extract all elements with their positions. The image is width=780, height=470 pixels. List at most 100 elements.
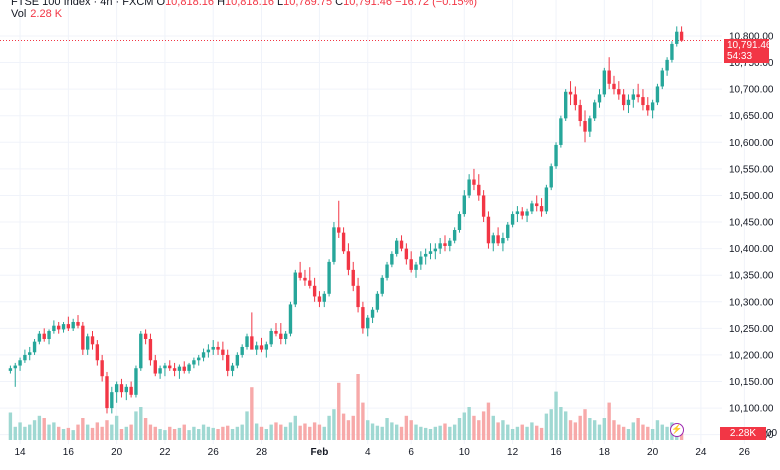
volume-bar (404, 415, 409, 440)
volume-bar (655, 420, 660, 440)
candle-body (525, 211, 529, 216)
volume-bar (409, 420, 413, 440)
volume-bar (583, 409, 587, 440)
volume-bar (47, 424, 51, 440)
candle-body (356, 285, 360, 308)
candle-body (240, 346, 244, 355)
candle-body (631, 94, 635, 100)
volume-bar (211, 427, 215, 440)
lightning-icon[interactable]: ⚡ (670, 423, 684, 437)
current-price-tag: 10,791.46 54:33 (724, 39, 772, 63)
volume-bar (626, 429, 631, 440)
price-tick-label: 10,150.00 (729, 377, 774, 388)
volume-bar (148, 424, 153, 440)
volume-bar (486, 402, 491, 440)
volume-bar (52, 422, 56, 440)
candle-body (28, 352, 32, 355)
candle-body (409, 259, 413, 270)
candle-body (182, 366, 186, 371)
candle-body (37, 333, 42, 342)
time-axis[interactable]: 14 16 20 22 26 28 Feb 4 6 10 12 16 18 20 24 26 (15, 447, 751, 458)
volume-bar (288, 422, 293, 440)
volume-tag-tail: 00 (766, 428, 778, 439)
volume-bar (361, 402, 365, 440)
volume-bar (375, 425, 380, 440)
volume-bar (177, 427, 182, 440)
candle-body (549, 166, 553, 188)
volume-bar (607, 402, 611, 440)
candle-body (452, 230, 457, 241)
candle-body (76, 321, 80, 326)
volume-bar (182, 424, 186, 440)
volume-bar (641, 424, 645, 440)
volume-bar (187, 430, 191, 440)
price-tick-label: 10,200.00 (729, 350, 774, 361)
chart-legend: FTSE 100 Index · 4h · FXCM O10,818.16 H1… (11, 0, 477, 8)
volume-bar (259, 426, 264, 440)
volume-bar (597, 424, 602, 440)
volume-bar (332, 409, 336, 440)
current-price-value: 10,791.46 (727, 40, 772, 51)
candle-body (506, 224, 510, 238)
candle-body (597, 94, 602, 103)
candle-body (47, 331, 51, 339)
volume-bar (298, 425, 302, 440)
volume-legend[interactable]: Vol 2.28 K (11, 8, 62, 20)
volume-bar (539, 427, 544, 440)
candle-body (457, 214, 462, 230)
volume-bar (269, 424, 273, 440)
time-tick-label: 4 (365, 447, 371, 458)
bar-countdown: 54:33 (727, 51, 753, 62)
time-tick-label: 20 (647, 447, 659, 458)
candle-body (308, 280, 312, 286)
candle-body (201, 352, 206, 358)
volume-bar (395, 424, 399, 440)
candle-body (568, 91, 573, 95)
volume-bar (168, 426, 172, 440)
volume-bar (158, 429, 162, 440)
volume-bar (57, 426, 61, 440)
candle-body (192, 360, 196, 365)
volume-bar (303, 423, 307, 440)
volume-bar (665, 426, 669, 440)
candle-body (621, 94, 626, 106)
candle-body (279, 333, 283, 339)
volume-bar (646, 426, 650, 440)
time-tick-label: 12 (507, 447, 519, 458)
candle-body (486, 216, 491, 244)
price-tick-label: 10,700.00 (729, 85, 774, 96)
candle-body (61, 324, 66, 330)
volume-bar (114, 415, 119, 440)
candle-body (8, 368, 13, 371)
volume-bar (312, 422, 317, 440)
volume-bar (139, 407, 143, 440)
volume-bar (327, 415, 331, 440)
price-tick-label: 10,550.00 (729, 164, 774, 175)
candle-body (105, 376, 109, 409)
price-tick-label: 10,600.00 (729, 138, 774, 149)
volume-bar (71, 430, 75, 440)
candle-body (197, 357, 201, 361)
volume-value: 2.28 K (30, 8, 63, 20)
time-tick-label: 14 (15, 447, 27, 458)
volume-bar (110, 424, 114, 440)
volume-bar (351, 415, 355, 440)
volume-bar (18, 422, 22, 440)
candle-body (90, 336, 95, 345)
price-axis[interactable]: 10,800.00 10,750.00 10,700.00 10,650.00 10,6… (729, 31, 774, 441)
candle-body (254, 345, 259, 350)
volume-bar (366, 420, 370, 440)
volume-bar (279, 424, 283, 440)
volume-bar (530, 422, 534, 440)
time-tick-label: 28 (256, 447, 268, 458)
candle-body (129, 386, 133, 395)
volume-bar (433, 426, 438, 440)
volume-bar (370, 423, 375, 440)
candle-body (327, 261, 331, 294)
candle-body (269, 331, 273, 345)
volume-bar (588, 418, 592, 440)
symbol-label[interactable]: FTSE 100 Index · 4h · FXCM (11, 0, 154, 8)
volume-bar (438, 425, 442, 440)
volume-bar (254, 423, 259, 440)
